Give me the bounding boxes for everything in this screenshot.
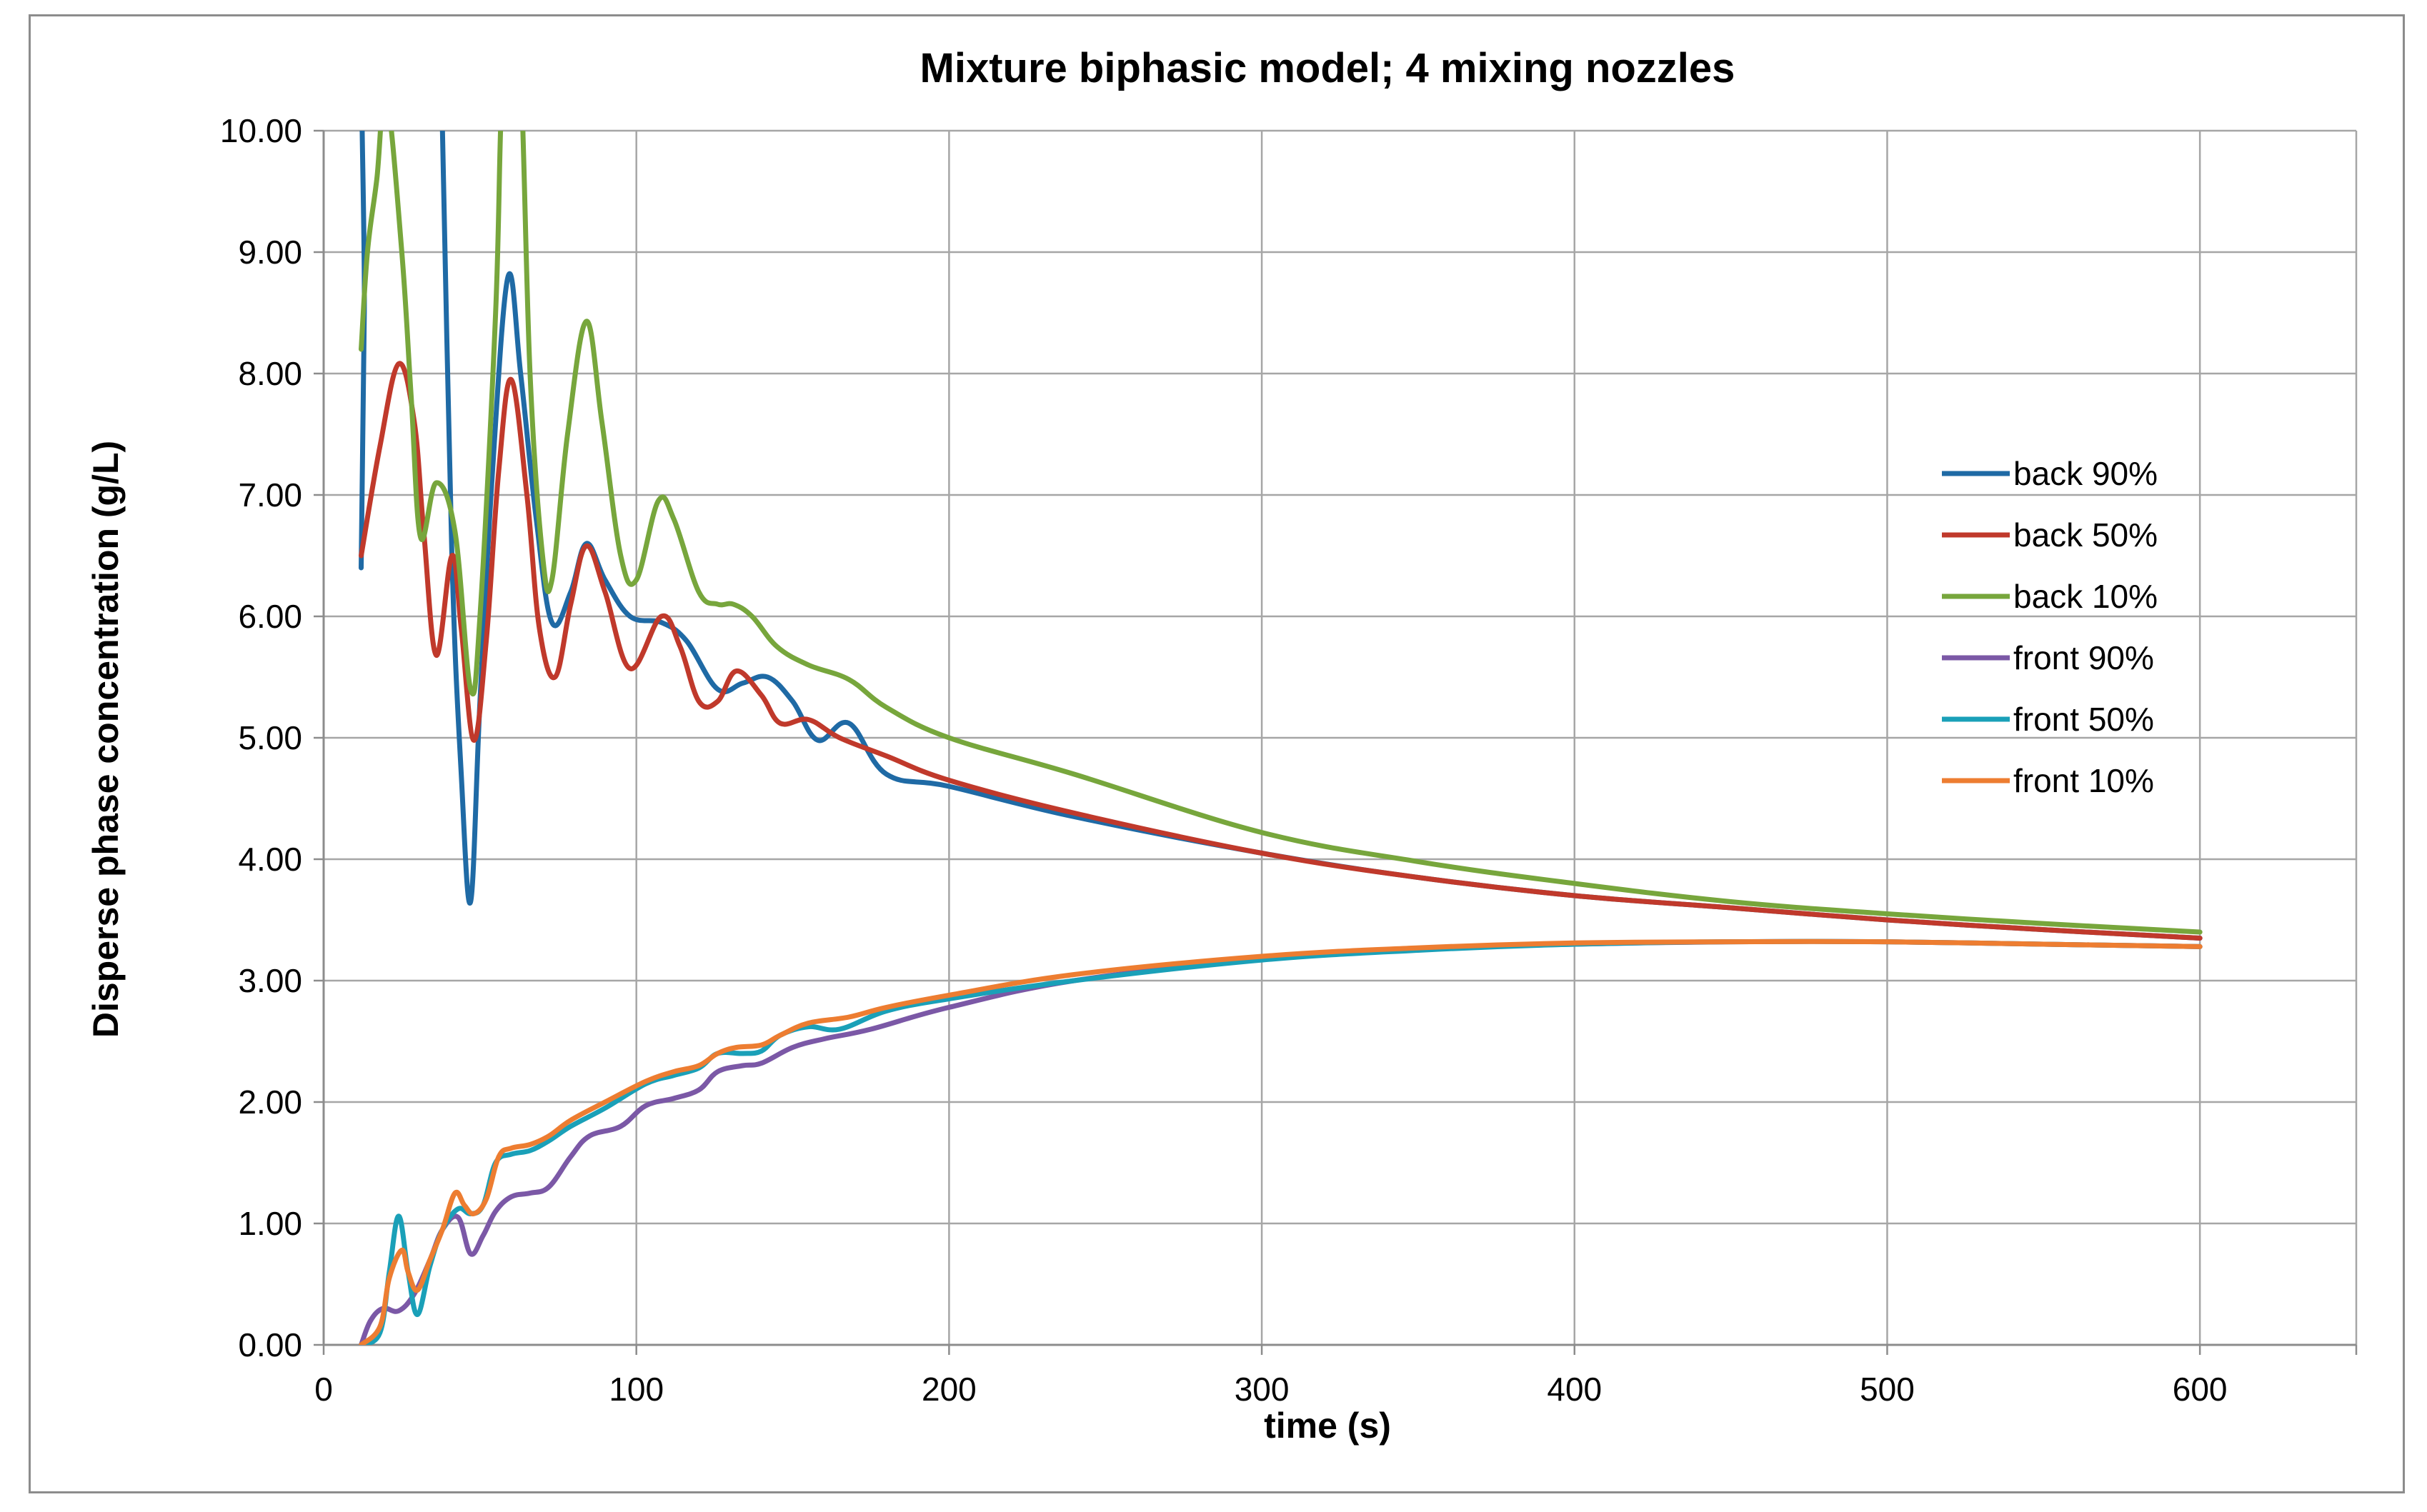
y-tick-label: 3.00 bbox=[238, 962, 302, 999]
legend-item-front-90: front 90% bbox=[1942, 639, 2154, 676]
x-tick-label: 600 bbox=[2173, 1371, 2228, 1408]
legend-item-front-50: front 50% bbox=[1942, 701, 2154, 738]
legend-item-front-10: front 10% bbox=[1942, 762, 2154, 799]
series-line-back-50 bbox=[359, 361, 2203, 941]
y-tick-label: 0.00 bbox=[238, 1326, 302, 1363]
x-tick-label: 400 bbox=[1547, 1371, 1602, 1408]
y-tick-label: 10.00 bbox=[220, 112, 302, 149]
legend-label: back 10% bbox=[2013, 578, 2158, 615]
chart-svg: Mixture biphasic model; 4 mixing nozzles… bbox=[86, 45, 2358, 1446]
legend-label: back 50% bbox=[2013, 516, 2158, 554]
legend-label: back 90% bbox=[2013, 455, 2158, 492]
tick-labels: 0.00 1.00 2.00 3.00 4.00 5.00 6.00 7.00 8.00 9.00… bbox=[220, 112, 2228, 1408]
legend-item-back-10: back 10% bbox=[1942, 578, 2158, 615]
y-tick-label: 6.00 bbox=[238, 598, 302, 635]
legend-item-back-90: back 90% bbox=[1942, 455, 2158, 492]
series-lines bbox=[359, 131, 2203, 1345]
x-tick-label: 0 bbox=[314, 1371, 333, 1408]
chart-title: Mixture biphasic model; 4 mixing nozzles bbox=[920, 45, 1735, 91]
series-line-front-10 bbox=[359, 938, 2203, 1345]
y-tick-label: 4.00 bbox=[238, 841, 302, 878]
y-tick-label: 5.00 bbox=[238, 719, 302, 756]
x-tick-label: 500 bbox=[1860, 1371, 1915, 1408]
legend-label: front 90% bbox=[2013, 639, 2154, 676]
legend-item-back-50: back 50% bbox=[1942, 516, 2158, 554]
legend-label: front 10% bbox=[2013, 762, 2154, 799]
x-axis-title: time (s) bbox=[1264, 1406, 1391, 1446]
y-tick-label: 9.00 bbox=[238, 234, 302, 271]
legend: back 90% back 50% back 10% front 90% front 5… bbox=[1942, 455, 2158, 799]
legend-label: front 50% bbox=[2013, 701, 2154, 738]
y-tick-label: 7.00 bbox=[238, 476, 302, 514]
chart-frame: Mixture biphasic model; 4 mixing nozzles… bbox=[29, 14, 2405, 1493]
series-line-back-10 bbox=[359, 131, 2203, 935]
x-tick-label: 200 bbox=[922, 1371, 977, 1408]
x-tick-label: 100 bbox=[609, 1371, 664, 1408]
y-tick-label: 2.00 bbox=[238, 1083, 302, 1121]
axes bbox=[314, 129, 2358, 1355]
gridlines bbox=[324, 129, 2358, 1345]
y-tick-label: 1.00 bbox=[238, 1205, 302, 1242]
x-tick-label: 300 bbox=[1235, 1371, 1290, 1408]
y-tick-label: 8.00 bbox=[238, 355, 302, 392]
y-axis-title: Disperse phase concentration (g/L) bbox=[86, 441, 126, 1038]
